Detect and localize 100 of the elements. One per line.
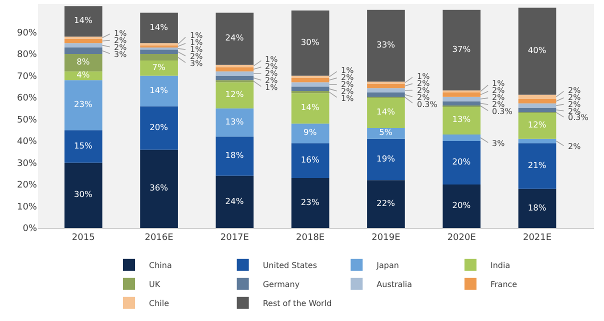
bar — [291, 93, 330, 124]
bar — [367, 10, 405, 82]
legend-label: Germany — [262, 280, 300, 290]
data-label: 12% — [225, 89, 244, 100]
x-tick-label: 2017E — [220, 232, 250, 243]
bar — [518, 108, 556, 112]
x-tick-label: 2019E — [372, 232, 401, 243]
y-tick-label: 10% — [16, 202, 38, 212]
bar — [140, 50, 178, 54]
data-label: 1% — [265, 55, 278, 64]
data-label: 2% — [114, 43, 128, 52]
bar — [140, 150, 178, 228]
data-label: 2% — [568, 86, 582, 95]
data-label: 2% — [417, 86, 430, 95]
x-tick-label: 2021E — [522, 232, 552, 243]
data-label: 2% — [341, 73, 354, 82]
data-label: 30% — [300, 36, 320, 47]
data-label: 13% — [225, 116, 244, 126]
data-label: 33% — [376, 40, 396, 50]
bar — [442, 92, 481, 97]
bar — [442, 101, 481, 106]
data-label: 40% — [528, 45, 546, 56]
bar — [216, 108, 254, 137]
bar — [64, 162, 102, 228]
y-tick-label: 80% — [16, 50, 38, 60]
data-label: 2% — [114, 36, 128, 45]
data-label: 20% — [150, 122, 168, 132]
bar — [64, 54, 102, 72]
bar — [216, 76, 254, 80]
data-label: 2% — [492, 93, 506, 102]
bar — [216, 136, 254, 176]
bar — [216, 176, 254, 228]
data-label: 3% — [114, 50, 128, 59]
bar — [64, 38, 102, 44]
bar — [442, 96, 481, 102]
y-tick-label: 20% — [16, 180, 38, 191]
data-label: 2% — [568, 107, 582, 116]
legend-label: China — [149, 261, 172, 270]
bar — [367, 128, 405, 139]
data-label: 36% — [150, 182, 168, 193]
bar — [140, 106, 178, 150]
data-label: 7% — [152, 62, 166, 72]
bar — [367, 92, 405, 97]
bar — [140, 60, 178, 76]
data-label: 22% — [376, 198, 396, 208]
data-label: 18% — [225, 150, 244, 160]
data-label: 14% — [150, 22, 168, 32]
bar — [64, 80, 102, 130]
data-label: 2% — [341, 87, 354, 96]
bar — [140, 12, 178, 44]
bar — [216, 64, 254, 68]
data-label: 24% — [225, 32, 244, 43]
bar — [518, 8, 556, 95]
data-label: 2% — [190, 52, 204, 61]
bar — [442, 184, 481, 228]
bar — [291, 86, 330, 91]
bar — [291, 124, 330, 144]
data-label: 1% — [190, 31, 204, 40]
bar — [442, 90, 481, 93]
data-label: 2% — [417, 79, 430, 88]
data-label: 23% — [74, 98, 93, 109]
y-tick-label: 90% — [16, 28, 38, 38]
legend-label: Rest of the World — [262, 299, 332, 308]
data-label: 9% — [304, 127, 317, 138]
data-label: 0.3% — [417, 100, 438, 109]
data-label: 3% — [190, 59, 204, 68]
bar — [291, 78, 330, 82]
data-label: 13% — [452, 114, 471, 124]
data-label: 23% — [300, 196, 320, 207]
bar — [442, 10, 481, 90]
data-label: 14% — [74, 15, 93, 26]
data-label: 2% — [417, 93, 430, 102]
y-tick-label: 70% — [16, 72, 38, 82]
data-label: 0.3% — [492, 107, 513, 116]
data-label: 2% — [568, 142, 582, 151]
bar — [291, 143, 330, 178]
y-tick-label: 30% — [16, 158, 38, 169]
data-label: 1% — [492, 79, 506, 88]
bar — [367, 180, 405, 228]
data-label: 1% — [265, 83, 278, 92]
bar — [367, 98, 405, 128]
bar — [140, 54, 178, 61]
legend-label: Japan — [376, 261, 399, 270]
x-tick-label: 2015 — [72, 232, 95, 243]
data-label: 16% — [300, 154, 320, 164]
data-label: 5% — [379, 127, 392, 138]
legend-label: India — [490, 261, 510, 270]
data-label: 2% — [568, 100, 582, 109]
bar — [216, 67, 254, 72]
data-label: 2% — [265, 62, 278, 71]
y-tick-label: 60% — [16, 94, 38, 104]
x-tick-label: 2016E — [144, 232, 174, 243]
bar — [442, 106, 481, 134]
x-tick-label: 2018E — [296, 232, 325, 243]
data-label: 2% — [265, 69, 278, 78]
data-label: 1% — [417, 72, 430, 81]
data-label: 12% — [528, 120, 546, 130]
legend-label: United States — [262, 261, 317, 270]
bar — [140, 76, 178, 106]
data-label: 20% — [452, 200, 471, 210]
